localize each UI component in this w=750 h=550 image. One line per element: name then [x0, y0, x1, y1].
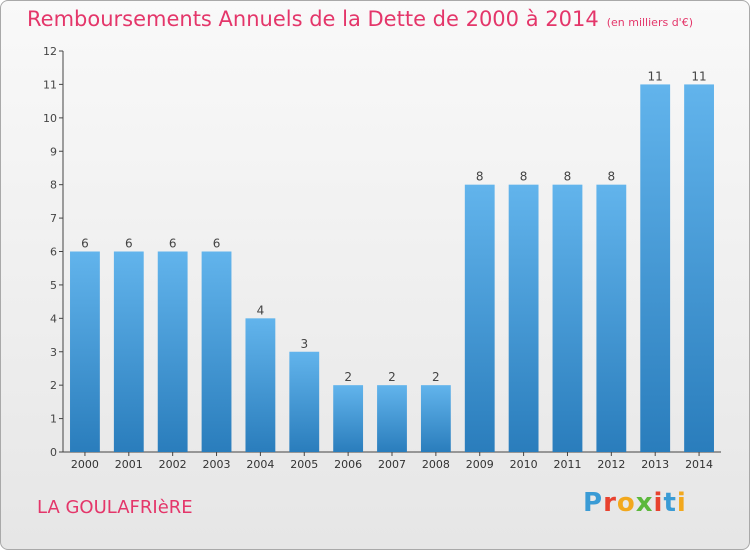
bar: [113, 251, 144, 452]
y-tick-label: 12: [43, 45, 57, 58]
logo-letter: i: [653, 488, 664, 518]
commune-name: LA GOULAFRIèRE: [37, 497, 193, 518]
bar: [596, 184, 627, 452]
data-label: 8: [564, 170, 572, 184]
data-label: 2: [388, 370, 396, 384]
data-label: 11: [648, 69, 663, 83]
x-tick-label: 2000: [71, 458, 99, 471]
y-tick-label: 10: [43, 112, 57, 125]
x-tick-label: 2004: [246, 458, 274, 471]
bar: [508, 184, 539, 452]
chart-unit-label: (en milliers d'€): [606, 16, 693, 29]
bar: [157, 251, 188, 452]
data-label: 8: [608, 170, 616, 184]
bar: [70, 251, 100, 452]
logo-letter: P: [583, 488, 604, 518]
logo-letter: r: [603, 488, 617, 518]
x-tick-label: 2002: [159, 458, 187, 471]
logo-letter: x: [635, 488, 654, 518]
bar: [245, 318, 276, 452]
x-tick-label: 2003: [203, 458, 231, 471]
y-tick-label: 11: [43, 78, 57, 91]
bar: [201, 251, 232, 452]
data-label: 8: [520, 170, 528, 184]
y-tick-label: 0: [50, 446, 57, 459]
bar: [333, 385, 364, 452]
data-label: 6: [169, 237, 177, 251]
data-label: 11: [691, 69, 706, 83]
x-tick-label: 2011: [553, 458, 581, 471]
data-label: 8: [476, 170, 484, 184]
data-label: 2: [432, 370, 440, 384]
data-label: 4: [257, 303, 265, 317]
y-tick-label: 9: [50, 145, 57, 158]
bar: [684, 84, 714, 453]
bar: [640, 84, 671, 453]
y-tick-label: 6: [50, 246, 57, 259]
y-tick-label: 3: [50, 346, 57, 359]
x-tick-label: 2005: [290, 458, 318, 471]
bar: [289, 351, 320, 452]
bar: [420, 385, 451, 452]
chart-title: Remboursements Annuels de la Dette de 20…: [27, 7, 693, 31]
x-tick-label: 2010: [510, 458, 538, 471]
data-label: 6: [81, 237, 89, 251]
logo-letter: i: [676, 488, 687, 518]
x-tick-label: 2009: [466, 458, 494, 471]
data-label: 6: [125, 237, 133, 251]
data-label: 2: [344, 370, 352, 384]
x-tick-label: 2008: [422, 458, 450, 471]
x-tick-label: 2007: [378, 458, 406, 471]
y-tick-label: 4: [50, 312, 57, 325]
proxiti-logo[interactable]: Proxiti: [583, 488, 687, 518]
bar: [552, 184, 583, 452]
x-tick-label: 2001: [115, 458, 143, 471]
chart-title-main: Remboursements Annuels de la Dette de 20…: [27, 7, 599, 31]
x-tick-label: 2006: [334, 458, 362, 471]
bar: [464, 184, 495, 452]
y-tick-label: 7: [50, 212, 57, 225]
bar: [377, 385, 407, 452]
y-tick-label: 1: [50, 413, 57, 426]
y-tick-label: 5: [50, 279, 57, 292]
x-tick-label: 2013: [641, 458, 669, 471]
logo-letter: o: [616, 488, 636, 518]
x-tick-label: 2014: [685, 458, 713, 471]
y-tick-label: 2: [50, 379, 57, 392]
data-label: 6: [213, 237, 221, 251]
logo-letter: t: [663, 488, 677, 518]
data-label: 3: [300, 337, 308, 351]
y-tick-label: 8: [50, 179, 57, 192]
x-tick-label: 2012: [597, 458, 625, 471]
